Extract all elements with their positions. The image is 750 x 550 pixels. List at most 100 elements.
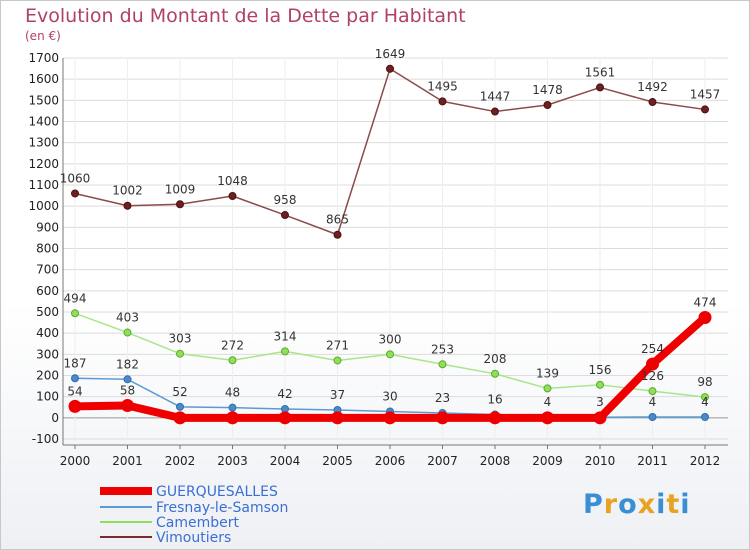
data-label: 494 [64,291,87,305]
data-label: 403 [116,311,139,325]
logo-letter: t [666,489,681,520]
x-tick-label: 2003 [217,454,248,468]
data-point [176,200,184,209]
logo-letter: i [680,489,691,520]
data-label: 98 [697,375,712,389]
data-point [226,411,239,425]
data-point [491,369,499,378]
data-label: 253 [431,342,454,356]
data-label: 1561 [585,65,616,79]
legend-label: GUERQUESALLES [156,484,278,500]
data-point [123,375,132,384]
data-label: 52 [172,385,187,399]
chart-title: Evolution du Montant de la Dette par Hab… [25,5,466,27]
data-point [701,393,709,402]
data-label: 1002 [112,184,143,198]
data-label: 300 [379,332,402,346]
data-point [698,311,712,325]
data-label: 4 [649,395,657,409]
data-point [646,357,659,371]
data-label: 42 [277,387,292,401]
data-label: 58 [120,384,135,398]
y-tick-label: 1000 [28,199,59,213]
data-point [596,380,604,389]
data-label: 156 [589,363,612,377]
data-label: 54 [67,384,82,398]
data-point [71,374,79,383]
data-label: 1048 [217,174,248,188]
x-tick-label: 2008 [480,454,511,468]
data-label: 182 [116,357,139,371]
y-tick-label: 1700 [28,51,59,65]
y-tick-label: 900 [36,220,59,234]
data-point [491,107,499,116]
data-label: 1478 [532,83,563,97]
y-tick-label: 0 [51,411,59,425]
data-point [383,411,397,425]
data-point [331,411,344,425]
x-tick-label: 2012 [690,454,721,468]
data-point [123,201,132,210]
data-label: 254 [641,342,664,356]
data-label: 126 [641,369,664,383]
data-label: 303 [169,332,192,346]
y-tick-label: 300 [36,347,59,361]
x-tick-label: 2000 [60,454,91,468]
y-tick-label: 1200 [28,157,59,171]
data-point [488,411,502,425]
data-label: 187 [64,356,87,370]
data-label: 16 [487,392,502,406]
x-tick-label: 2001 [112,454,143,468]
data-point [386,64,394,73]
data-label: 23 [435,391,450,405]
data-point [71,309,79,318]
data-point [543,384,552,393]
data-point [68,399,82,413]
data-point [333,230,342,239]
data-label: 208 [484,352,507,366]
data-point [386,350,394,359]
data-point [281,211,289,220]
y-tick-label: 700 [36,263,59,277]
data-point [228,403,237,412]
data-point [543,100,552,109]
y-tick-label: 1600 [28,72,59,86]
legend-label: Camembert [156,515,239,531]
data-label: 4 [701,395,709,409]
y-tick-label: 1100 [28,178,59,192]
data-point [123,328,132,337]
data-label: 1457 [690,87,721,101]
data-label: 1009 [165,182,196,196]
data-point [648,412,657,421]
data-point [596,83,604,92]
data-label: 1492 [637,80,668,94]
data-point [278,411,292,425]
y-tick-label: 500 [36,305,59,319]
x-tick-label: 2006 [375,454,406,468]
data-label: 4 [544,395,552,409]
data-label: 1495 [427,79,458,93]
data-point [593,411,607,425]
y-tick-label: 1500 [28,93,59,107]
data-label: 30 [382,389,397,403]
data-label: 272 [221,338,244,352]
proxiti-logo: Proxiti [583,489,691,520]
data-label: 865 [326,213,349,227]
data-label: 1060 [60,171,91,185]
data-label: 314 [274,329,297,343]
data-point [71,189,79,198]
y-tick-label: 600 [36,284,59,298]
data-point [701,105,709,114]
x-tick-label: 2002 [165,454,196,468]
data-label: 958 [274,193,297,207]
data-label: 1649 [375,47,406,61]
data-point [648,387,657,396]
data-point [438,97,447,106]
logo-letter: r [603,489,619,520]
data-point [176,402,184,411]
y-tick-label: 1300 [28,136,59,150]
y-tick-label: 200 [36,369,59,383]
data-point [281,347,289,356]
